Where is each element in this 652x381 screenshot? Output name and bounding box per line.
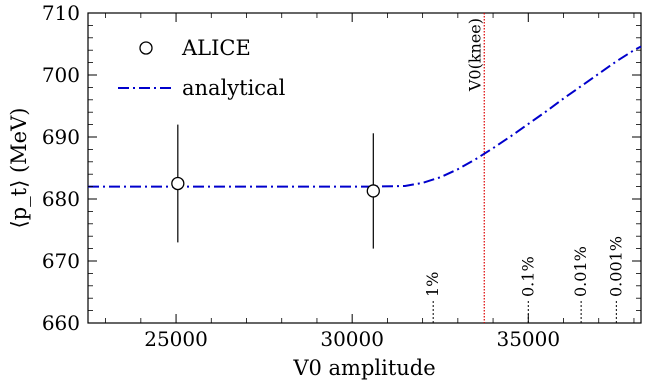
y-tick-label: 660 — [42, 311, 80, 335]
y-tick-label: 670 — [42, 249, 80, 273]
alice-point — [171, 176, 185, 191]
x-axis-label: V0 amplitude — [292, 356, 435, 380]
knee-label: V0(knee) — [465, 18, 484, 92]
y-tick-label: 710 — [42, 1, 80, 25]
data-layer — [88, 45, 642, 249]
x-tick-label: 25000 — [144, 327, 208, 351]
y-tick-label: 680 — [42, 187, 80, 211]
analytical-curve — [88, 45, 642, 188]
legend-alice-marker — [139, 41, 153, 55]
y-axis-label: ⟨p_t⟩ (MeV) — [7, 108, 31, 229]
x-tick-label: 30000 — [320, 327, 384, 351]
legend-analytical-label: analytical — [182, 76, 286, 100]
legend: ALICE analytical — [118, 36, 286, 100]
percentile-label: 0.1% — [518, 256, 537, 297]
plot-frame — [87, 12, 642, 324]
percentile-label: 0.001% — [606, 236, 625, 297]
legend-alice-label: ALICE — [181, 36, 251, 60]
percentile-label: 1% — [423, 272, 442, 297]
alice-point — [366, 184, 380, 198]
annotation-layer: V0(knee) 1% 0.1% 0.01% 0.001% — [423, 13, 625, 323]
y-tick-label: 700 — [42, 63, 80, 87]
plot-frame-group — [87, 12, 642, 324]
y-tick-label: 690 — [42, 125, 80, 149]
tick-layer: 660 670 680 690 700 710 25000 30000 35000 — [42, 1, 641, 351]
percentile-label: 0.01% — [571, 246, 590, 297]
x-tick-label: 35000 — [496, 327, 560, 351]
